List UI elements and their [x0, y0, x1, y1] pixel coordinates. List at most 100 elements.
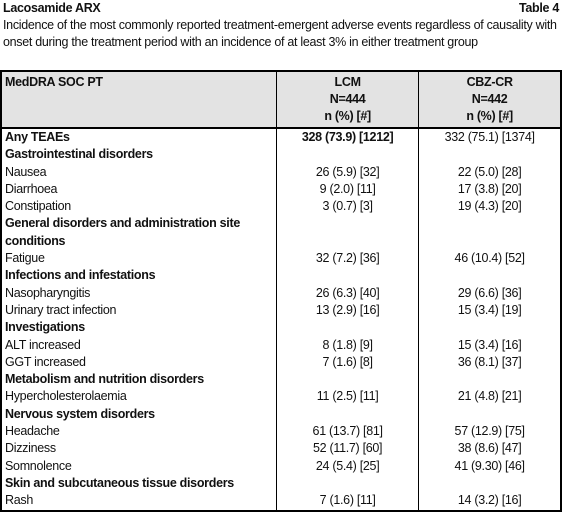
cell: 26 (6.3) [40] — [275, 284, 419, 302]
column-header: CBZ-CR N=442 n (%) [#] — [418, 71, 561, 129]
row: Nasopharyngitis 26 (6.3) [40] 29 (6.6) [36… — [1, 284, 561, 302]
row-label: Metabolism and nutrition disorders — [5, 372, 204, 387]
row: Dizziness 52 (11.7) [60] 38 (8.6) [47] — [1, 440, 561, 458]
row: General disorders and administration sit… — [1, 215, 561, 251]
cell: 328 (73.9) [1212] — [275, 128, 419, 147]
row-label: Dizziness — [5, 441, 56, 456]
row-label: Headache — [5, 424, 60, 439]
cell: 29 (6.6) [36] — [418, 284, 561, 302]
row: Headache 61 (13.7) [81] 57 (12.9) [75] — [1, 423, 561, 441]
row: Urinary tract infection 13 (2.9) [16] 15 (… — [1, 301, 561, 320]
row: Nausea 26 (5.9) [32] 22 (5.0) [28] — [1, 163, 561, 181]
cell-empty — [418, 474, 561, 493]
column-header-n: N=442 — [471, 92, 508, 106]
row: Gastrointestinal disorders — [1, 146, 561, 164]
row: Nervous system disorders — [1, 405, 561, 424]
cell: 57 (12.9) [75] — [418, 423, 561, 441]
column-header-name: LCM — [334, 75, 361, 89]
cell-empty — [418, 319, 561, 337]
row-label: Hypercholesterolaemia — [5, 389, 127, 404]
row-label: Nervous system disorders — [5, 406, 155, 421]
row: Investigations — [1, 319, 561, 337]
cell-empty — [418, 405, 561, 424]
cell: 38 (8.6) [47] — [418, 440, 561, 458]
cell: 26 (5.9) [32] — [275, 163, 419, 181]
cell-empty — [275, 267, 419, 285]
row-label: Nasopharyngitis — [5, 285, 91, 300]
table: MedDRA SOC PT LCM N=444 n (%) [#] CBZ-CR N=4… — [0, 70, 562, 512]
cell: 13 (2.9) [16] — [275, 301, 419, 320]
cell: 11 (2.5) [11] — [275, 388, 419, 406]
column-header: LCM N=444 n (%) [#] — [275, 71, 419, 129]
row-label: Diarrhoea — [5, 181, 58, 196]
cell: 17 (3.8) [20] — [418, 180, 561, 199]
row-label: Fatigue — [5, 251, 45, 266]
cell: 14 (3.2) [16] — [418, 492, 561, 511]
cell: 32 (7.2) [36] — [275, 250, 419, 268]
cell: 19 (4.3) [20] — [418, 198, 561, 216]
cell: 332 (75.1) [1374] — [418, 128, 561, 147]
cell-empty — [275, 215, 419, 251]
cell-empty — [418, 267, 561, 285]
cell: 15 (3.4) [19] — [418, 301, 561, 320]
cell: 46 (10.4) [52] — [418, 250, 561, 268]
row-label: Skin and subcutaneous tissue disorders — [5, 475, 234, 490]
row: Any TEAEs 328 (73.9) [1212] 332 (75.1) [13… — [1, 128, 561, 147]
header-row: MedDRA SOC PT LCM N=444 n (%) [#] CBZ-CR N=4… — [1, 71, 561, 129]
title: Lacosamide ARX — [3, 1, 101, 15]
row: Infections and infestations — [1, 267, 561, 285]
row-label: Nausea — [5, 164, 47, 179]
column-header-n: N=444 — [329, 92, 366, 106]
column-header-name: CBZ-CR — [466, 75, 513, 89]
row: Metabolism and nutrition disorders — [1, 371, 561, 389]
table-head: MedDRA SOC PT LCM N=444 n (%) [#] CBZ-CR N=4… — [1, 71, 561, 129]
cell-empty — [418, 215, 561, 251]
cell-empty — [418, 371, 561, 389]
column-header-unit: n (%) [#] — [324, 109, 371, 123]
cell: 3 (0.7) [3] — [275, 198, 419, 216]
row: Diarrhoea 9 (2.0) [11] 17 (3.8) [20] — [1, 180, 561, 199]
row: Skin and subcutaneous tissue disorders — [1, 474, 561, 493]
row-label: Infections and infestations — [5, 268, 156, 283]
cell: 21 (4.8) [21] — [418, 388, 561, 406]
cell: 8 (1.8) [9] — [275, 336, 419, 354]
cell: 36 (8.1) [37] — [418, 353, 561, 372]
row: Fatigue 32 (7.2) [36] 46 (10.4) [52] — [1, 250, 561, 268]
column-header-unit: n (%) [#] — [466, 109, 513, 123]
cell: 9 (2.0) [11] — [275, 180, 419, 199]
cell-empty — [275, 146, 419, 164]
row: Constipation 3 (0.7) [3] 19 (4.3) [20] — [1, 198, 561, 216]
cell: 52 (11.7) [60] — [275, 440, 419, 458]
row-label: GGT increased — [5, 354, 86, 369]
row: ALT increased 8 (1.8) [9] 15 (3.4) [16] — [1, 336, 561, 354]
cell-empty — [418, 146, 561, 164]
cell-empty — [275, 371, 419, 389]
row-label: Rash — [5, 493, 33, 508]
cell: 7 (1.6) [11] — [275, 492, 419, 511]
cell: 41 (9.30) [46] — [418, 457, 561, 475]
cell: 24 (5.4) [25] — [275, 457, 419, 475]
caption: Incidence of the most commonly reported … — [3, 18, 557, 49]
row-header: MedDRA SOC PT — [1, 71, 277, 129]
table-body: Any TEAEs 328 (73.9) [1212] 332 (75.1) [13… — [1, 128, 561, 511]
cell: 7 (1.6) [8] — [275, 353, 419, 372]
header: Lacosamide ARX Table 4 — [0, 0, 562, 17]
table-label: Table 4 — [518, 1, 559, 15]
cell-empty — [275, 405, 419, 424]
row: Hypercholesterolaemia 11 (2.5) [11] 21 (4.… — [1, 388, 561, 406]
row: Somnolence 24 (5.4) [25] 41 (9.30) [46] — [1, 457, 561, 475]
row-label: General disorders and administration sit… — [5, 216, 240, 248]
row-label: Somnolence — [5, 458, 72, 473]
cell-empty — [275, 319, 419, 337]
cell: 22 (5.0) [28] — [418, 163, 561, 181]
row: GGT increased 7 (1.6) [8] 36 (8.1) [37] — [1, 353, 561, 372]
cell: 61 (13.7) [81] — [275, 423, 419, 441]
cell: 15 (3.4) [16] — [418, 336, 561, 354]
cell-empty — [275, 474, 419, 493]
row-label: Gastrointestinal disorders — [5, 147, 153, 162]
row-label: ALT increased — [5, 337, 81, 352]
row-label: Urinary tract infection — [5, 302, 117, 317]
row-label: Any TEAEs — [5, 130, 70, 144]
row-label: Investigations — [5, 320, 85, 335]
